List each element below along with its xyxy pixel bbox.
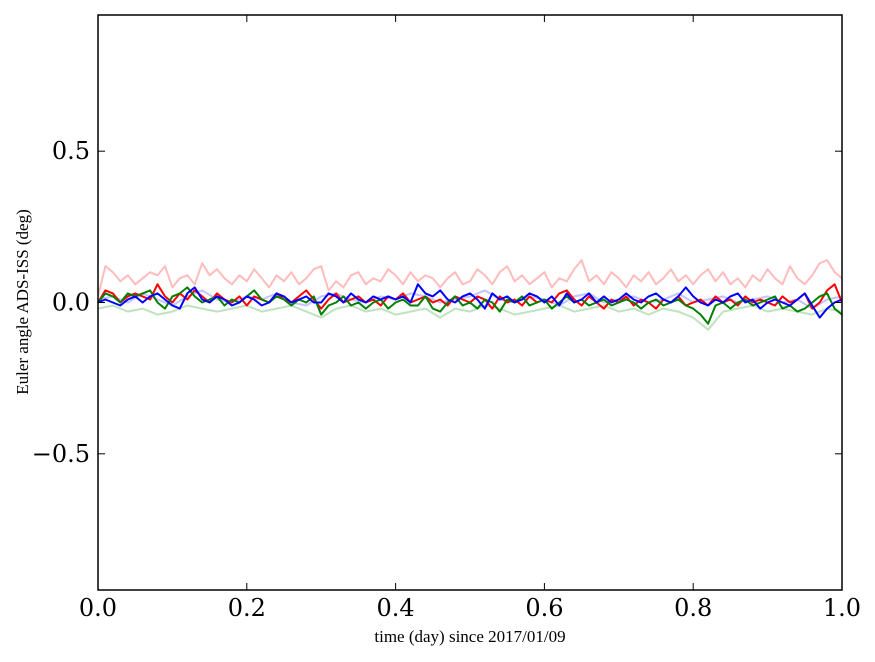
y-tick-label: −0.5	[32, 440, 90, 468]
y-tick-label: 0.5	[52, 137, 90, 165]
x-tick-label: 0.6	[525, 594, 563, 622]
series-line-1	[98, 259, 842, 298]
x-tick-label: 0.0	[79, 594, 117, 622]
x-tick-label: 0.4	[377, 594, 415, 622]
x-tick-label: 0.2	[228, 594, 266, 622]
series-line-6	[98, 283, 842, 319]
plot-frame	[97, 14, 843, 591]
x-tick-label: 1.0	[823, 594, 861, 622]
x-axis-label: time (day) since 2017/01/09	[374, 627, 565, 646]
y-axis-label: Euler angle ADS-ISS (deg)	[13, 209, 32, 395]
series-line-5	[98, 286, 842, 325]
x-tick-label: 0.8	[674, 594, 712, 622]
tick-layer: 0.0 0.2 0.4 0.6 0.8 1.0 −0.5 0.0 0.5	[32, 15, 861, 622]
series-line-3	[98, 304, 842, 331]
y-tick-label: 0.0	[52, 289, 90, 317]
series-layer	[98, 259, 842, 331]
